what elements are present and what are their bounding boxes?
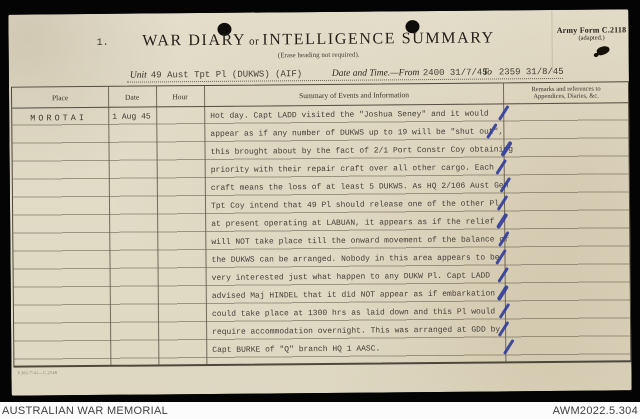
ink-blot	[595, 44, 611, 57]
diary-table: Place Date Hour Summary of Events and In…	[10, 81, 632, 368]
entry-place: MOROTAI	[30, 113, 88, 124]
date-time-label: Date and Time.—From	[331, 68, 420, 79]
to-date-value: 2359 31/8/45	[498, 66, 564, 78]
army-form-number: Army Form C.2118	[556, 25, 627, 35]
summary-line: this brought about by the fact of 2/1 Po…	[210, 145, 514, 157]
archive-caption-bar: AUSTRALIAN WAR MEMORIAL AWM2022.5.304	[0, 402, 640, 419]
unit-label: Unit	[129, 70, 147, 81]
column-header-date: Date	[124, 92, 140, 102]
column-header-place: Place	[51, 92, 69, 102]
form-title-part2: INTELLIGENCE SUMMARY	[262, 29, 495, 49]
form-title-part1: WAR DIARY	[142, 31, 247, 50]
summary-line: craft means the loss of at least 5 DUKWS…	[210, 181, 509, 193]
archive-name: AUSTRALIAN WAR MEMORIAL	[2, 404, 169, 417]
to-label: To	[482, 67, 493, 78]
summary-line: Capt BURKE of "Q" branch HQ 1 AASC.	[212, 344, 381, 355]
column-header-summary: Summary of Events and Information	[299, 89, 410, 100]
archive-id: AWM2022.5.304	[552, 404, 638, 417]
war-diary-page: 1. WAR DIARY or INTELLIGENCE SUMMARY (Eras…	[8, 9, 632, 396]
army-form-note: (adapted.)	[578, 34, 605, 42]
page-number: 1.	[96, 37, 109, 49]
entry-summary: Hot day. Capt LADD visited the "Joshua S…	[210, 105, 552, 360]
form-title: WAR DIARY or INTELLIGENCE SUMMARY	[119, 29, 519, 50]
printer-code: P.381/7/41—C.2548	[17, 370, 58, 376]
entry-date: 1 Aug 45	[112, 112, 151, 122]
column-header-remarks: Remarks and references to Appendices, Di…	[504, 82, 628, 103]
from-date-value: 2400 31/7/45	[422, 67, 488, 79]
army-form-reference: Army Form C.2118 (adapted.)	[546, 25, 636, 42]
unit-value: 49 Aust Tpt Pl (DUKWS) (AIF)	[150, 69, 303, 81]
form-title-or: or	[249, 35, 260, 48]
unit-and-date-line: Unit 49 Aust Tpt Pl (DUKWS) (AIF) Date a…	[126, 61, 564, 83]
form-subtitle: (Erase heading not required).	[277, 50, 360, 60]
column-header-hour: Hour	[172, 91, 188, 101]
column-header-remarks-line2: Appendices, Diaries, &c.	[533, 92, 599, 101]
